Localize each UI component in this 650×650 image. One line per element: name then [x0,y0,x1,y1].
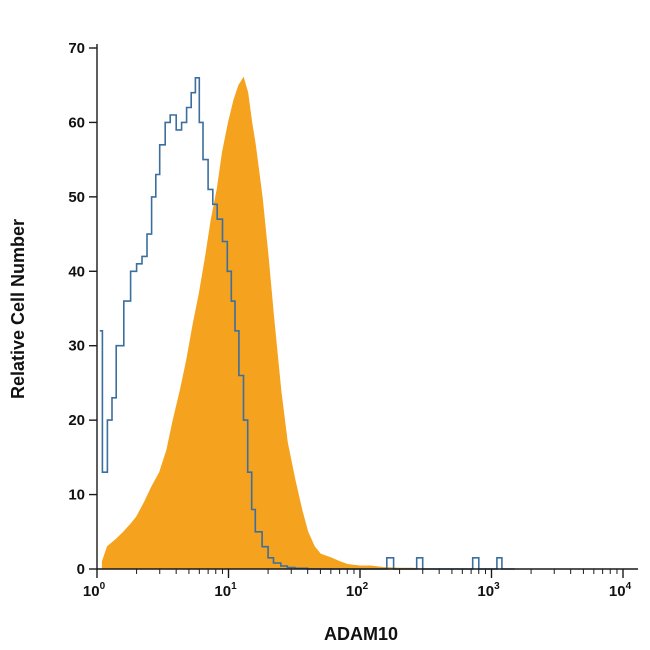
y-tick-label: 50 [68,189,85,206]
x-tick-label: 100 [83,581,106,600]
y-tick-label: 60 [68,114,85,131]
y-tick-label: 20 [68,412,85,429]
y-tick-label: 10 [68,487,85,504]
x-tick-label: 102 [346,581,369,600]
y-tick-label: 30 [68,338,85,355]
y-tick-label: 0 [77,561,85,578]
y-axis-title: Relative Cell Number [8,219,28,399]
y-tick-label: 40 [68,263,85,280]
x-tick-label: 101 [214,581,237,600]
axis-layer: 0 10 20 30 40 50 60 70 100 101 102 103 104 [68,40,638,600]
x-tick-label: 104 [609,581,632,600]
x-tick-label: 103 [477,581,500,600]
x-axis-title: ADAM10 [324,624,398,644]
series-layer [99,76,515,570]
series-filled-histogram [101,76,423,570]
y-tick-label: 70 [68,40,85,57]
